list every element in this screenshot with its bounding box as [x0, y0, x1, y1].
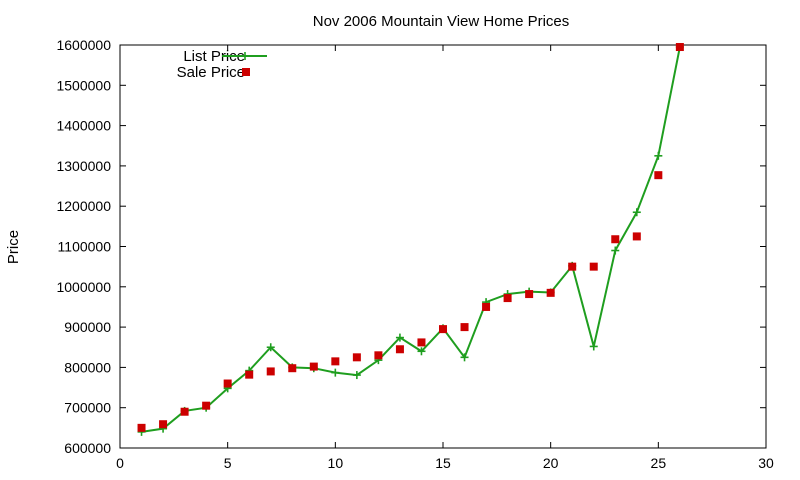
sale-price-point	[417, 338, 426, 347]
sale-price-point	[503, 294, 512, 303]
y-tick-label: 700000	[64, 400, 111, 416]
sale-price-point	[202, 401, 211, 410]
list-price-point	[266, 343, 275, 352]
axes: 600000 700000 800000 900000 1000000 1100000 12…	[56, 37, 774, 471]
x-tick-label: 20	[543, 455, 559, 471]
chart-title: Nov 2006 Mountain View Home Prices	[313, 13, 570, 30]
sale-price-point	[352, 353, 361, 362]
y-tick-label: 1300000	[56, 158, 111, 174]
legend-marker-sale-price	[242, 68, 250, 76]
sale-price-point	[654, 171, 663, 180]
list-price-point	[331, 368, 340, 377]
list-price-point	[589, 342, 598, 351]
list-price-point	[460, 353, 469, 362]
legend-label-list-price: List Price	[183, 48, 245, 65]
y-tick-label: 800000	[64, 359, 111, 375]
series-markers	[137, 43, 684, 436]
y-tick-label: 1600000	[56, 37, 111, 53]
sale-price-point	[460, 323, 469, 332]
list-price-point	[417, 347, 426, 356]
sale-price-point	[525, 290, 534, 299]
sale-price-point	[266, 367, 275, 376]
y-tick-label: 1100000	[58, 239, 112, 255]
sale-price-point	[159, 420, 168, 429]
sale-price-point	[309, 362, 318, 371]
sale-price-point	[374, 351, 383, 360]
sale-price-point	[589, 262, 598, 271]
x-tick-label: 0	[116, 455, 124, 471]
x-tick-label: 5	[224, 455, 232, 471]
sale-price-point	[568, 262, 577, 271]
x-tick-label: 30	[758, 455, 774, 471]
sale-price-point	[180, 407, 189, 416]
y-tick-label: 1500000	[56, 77, 111, 93]
x-tick-label: 15	[435, 455, 451, 471]
list-price-point	[395, 333, 404, 342]
sale-price-point	[288, 364, 297, 373]
sale-price-point	[439, 325, 447, 334]
list-price-point	[611, 246, 620, 255]
sale-price-point	[546, 288, 555, 297]
sale-price-point	[223, 379, 232, 388]
sale-price-point	[632, 232, 641, 241]
y-tick-label: 1000000	[56, 279, 111, 295]
y-tick-label: 1200000	[56, 198, 111, 214]
list-price-line	[141, 46, 681, 433]
sale-price-point	[137, 423, 146, 432]
list-price-point	[352, 371, 361, 380]
list-price-point	[654, 151, 663, 160]
y-tick-label: 1400000	[56, 118, 111, 134]
x-tick-label: 10	[328, 455, 344, 471]
y-tick-label: 600000	[64, 440, 111, 456]
legend-label-sale-price: Sale Price	[177, 64, 245, 81]
y-axis-label: Price	[5, 230, 22, 264]
sale-price-point	[331, 357, 340, 366]
x-tick-label: 25	[651, 455, 667, 471]
sale-price-point	[482, 302, 491, 311]
y-tick-label: 900000	[64, 319, 111, 335]
sale-price-point	[395, 345, 404, 354]
list-price-point	[632, 208, 641, 217]
sale-price-point	[245, 370, 254, 379]
sale-price-point	[611, 235, 620, 244]
sale-price-point	[675, 43, 684, 52]
series-lines	[141, 46, 681, 433]
